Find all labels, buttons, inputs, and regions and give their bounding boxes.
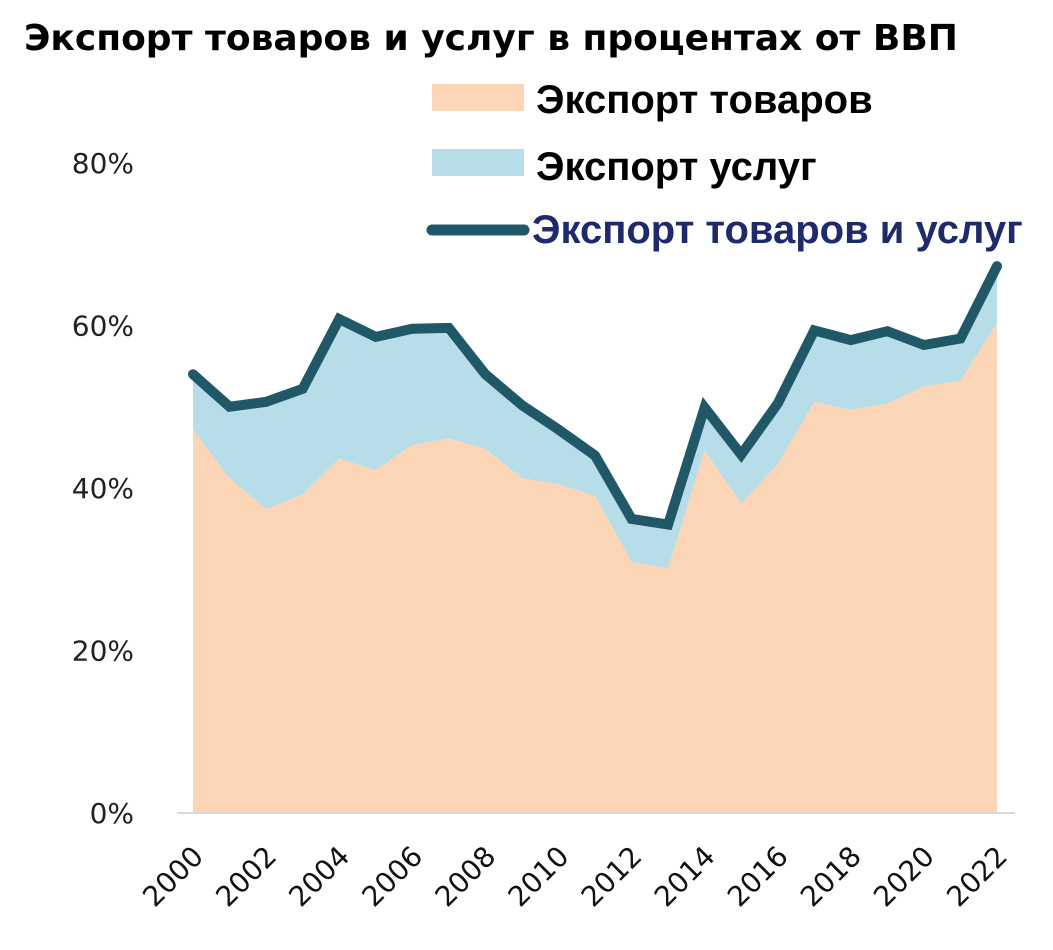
plot-area xyxy=(188,261,1002,813)
y-tick-label: 40% xyxy=(72,472,134,505)
y-tick-label: 60% xyxy=(72,310,134,343)
x-tick-label: 2016 xyxy=(721,840,795,914)
x-tick-label: 2020 xyxy=(867,840,941,914)
legend-label-goods: Экспорт товаров xyxy=(536,78,873,122)
x-tick-label: 2004 xyxy=(282,840,356,914)
x-tick-label: 2014 xyxy=(648,840,722,914)
area-services xyxy=(193,266,997,569)
x-tick-label: 2008 xyxy=(429,840,503,914)
x-tick-label: 2012 xyxy=(575,840,649,914)
x-tick-label: 2018 xyxy=(794,840,868,914)
legend-label-services: Экспорт услуг xyxy=(536,145,817,189)
legend-swatch-services xyxy=(432,149,524,176)
y-tick-label: 20% xyxy=(72,635,134,668)
legend-swatch-goods xyxy=(432,84,524,111)
x-tick-label: 2010 xyxy=(502,840,576,914)
x-tick-label: 2006 xyxy=(355,840,429,914)
x-tick-label: 2022 xyxy=(940,840,1014,914)
legend-label-total: Экспорт товаров и услуг xyxy=(532,208,1023,252)
area-goods xyxy=(193,323,997,813)
y-tick-label: 0% xyxy=(90,797,134,830)
legend: Экспорт товаров Экспорт услуг Экспорт то… xyxy=(426,78,1023,252)
x-tick-label: 2002 xyxy=(209,840,283,914)
chart-title: Экспорт товаров и услуг в процентах от В… xyxy=(24,18,958,59)
x-tick-label: 2000 xyxy=(136,840,210,914)
y-tick-label: 80% xyxy=(72,147,134,180)
line-total xyxy=(188,261,1002,531)
